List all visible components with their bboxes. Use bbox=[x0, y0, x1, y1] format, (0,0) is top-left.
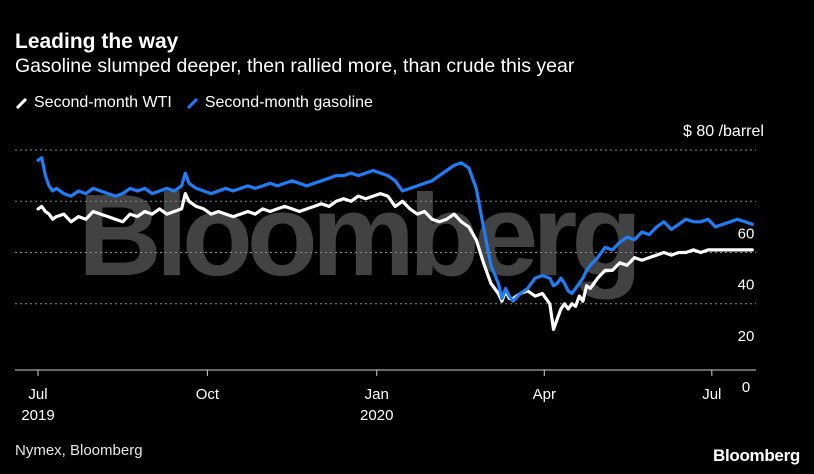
legend-label-gasoline: Second-month gasoline bbox=[204, 94, 373, 111]
legend-item-wti: Second-month WTI bbox=[15, 94, 172, 112]
x-tick-year-2: 2020 bbox=[360, 407, 393, 424]
chart-title: Leading the way bbox=[15, 30, 179, 53]
x-tick-label-2: Jan bbox=[365, 386, 389, 403]
y-tick-label-20: 20 bbox=[738, 328, 755, 345]
x-tick-year-0: 2019 bbox=[21, 407, 54, 424]
x-tick-label-4: Jul bbox=[702, 386, 721, 403]
legend-item-gasoline: Second-month gasoline bbox=[186, 94, 373, 112]
series-line-wti bbox=[36, 192, 754, 331]
legend: Second-month WTI Second-month gasoline bbox=[15, 94, 373, 112]
source-note: Nymex, Bloomberg bbox=[15, 442, 143, 459]
x-tick-label-1: Oct bbox=[196, 386, 220, 403]
x-tick-label-3: Apr bbox=[533, 386, 556, 403]
legend-label-wti: Second-month WTI bbox=[34, 94, 172, 111]
bloomberg-logo: Bloomberg bbox=[712, 446, 800, 465]
series-line-gasoline bbox=[36, 156, 754, 303]
y-tick-label-0: 0 bbox=[742, 379, 750, 396]
chart-subtitle: Gasoline slumped deeper, then rallied mo… bbox=[15, 55, 575, 77]
y-axis-unit-label: $ 80 /barrel bbox=[683, 123, 764, 140]
y-tick-label-40: 40 bbox=[738, 277, 755, 294]
x-tick-label-0: Jul bbox=[28, 386, 47, 403]
y-tick-label-60: 60 bbox=[738, 225, 755, 242]
